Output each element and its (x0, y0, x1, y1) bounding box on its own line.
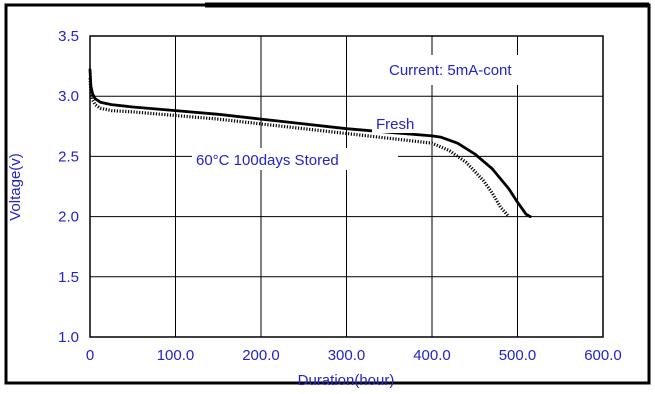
series-line-stored (88, 78, 511, 218)
y-axis-label: Voltage(v) (7, 153, 24, 221)
x-tick-label-3: 300.0 (328, 347, 366, 364)
y-tick-label-0: 1.0 (58, 329, 79, 346)
y-tick-label-5: 3.5 (58, 28, 79, 45)
x-tick-label-2: 200.0 (242, 347, 280, 364)
y-tick-labels: 1.0 1.5 2.0 2.5 3.0 3.5 (58, 28, 79, 346)
legend-label-fresh: Fresh (376, 116, 414, 133)
plot-frame (89, 35, 604, 338)
x-tick-labels: 0 100.0 200.0 300.0 400.0 500.0 600.0 (86, 347, 622, 364)
y-tick-label-4: 3.0 (58, 88, 79, 105)
annotation-current: Current: 5mA-cont (389, 62, 512, 79)
legend-label-stored: 60°C 100days Stored (196, 152, 339, 169)
x-axis-label: Duration(hour) (298, 372, 395, 389)
x-tick-label-6: 600.0 (584, 347, 622, 364)
series-group (88, 68, 532, 218)
x-tick-label-0: 0 (86, 347, 94, 364)
x-tick-label-4: 400.0 (413, 347, 451, 364)
annotation-box (378, 55, 568, 85)
legend-label-stored-bg (192, 148, 398, 170)
x-tick-label-5: 500.0 (499, 347, 537, 364)
y-tick-label-3: 2.5 (58, 148, 79, 165)
x-tick-label-1: 100.0 (157, 347, 195, 364)
legend-label-fresh-bg (372, 113, 428, 133)
y-tick-label-2: 2.0 (58, 209, 79, 226)
series-line-fresh (88, 68, 532, 218)
y-tick-label-1: 1.5 (58, 269, 79, 286)
